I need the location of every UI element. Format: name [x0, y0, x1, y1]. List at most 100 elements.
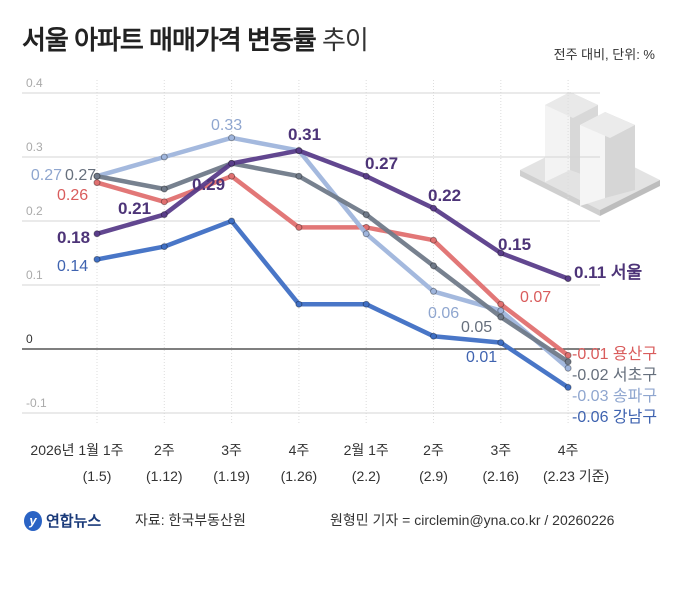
title-suffix: 추이 — [315, 25, 369, 55]
data-label: 0.21 — [118, 199, 151, 218]
data-label: 0.27 — [31, 167, 62, 184]
series-end-label: -0.06 강남구 — [572, 408, 657, 426]
data-point — [160, 198, 168, 206]
data-label: 0.26 — [57, 187, 88, 204]
yonhap-logo: y 연합뉴스 — [24, 510, 101, 531]
data-label: 0.14 — [57, 258, 88, 275]
data-point — [564, 358, 572, 366]
x-tick-date: (1.12) — [146, 468, 183, 484]
data-label: 0.01 — [466, 349, 497, 366]
data-point — [160, 243, 168, 251]
data-point — [362, 230, 370, 238]
x-axis: 2026년 1월 1주 (1.5) 2주 (1.12) 3주 (1.19) 4주 (1.26)… — [30, 442, 609, 484]
data-point — [430, 332, 437, 340]
data-point — [497, 313, 505, 321]
x-tick-label: 2주 — [154, 442, 175, 458]
y-tick-label: 0.4 — [26, 76, 43, 90]
chart-title: 서울 아파트 매매가격 변동률 추이 — [22, 20, 369, 57]
data-label: 0.29 — [192, 175, 225, 194]
series-end-label: -0.01 용산구 — [572, 345, 657, 363]
series-서울 — [93, 147, 572, 283]
x-tick-label: 3주 — [221, 442, 242, 458]
data-point — [564, 383, 572, 391]
data-label: 0.27 — [365, 154, 398, 173]
data-point — [93, 179, 101, 187]
series-line — [96, 148, 569, 281]
x-tick-label: 2월 1주 — [344, 442, 389, 458]
data-point — [497, 249, 505, 257]
building-illustration — [520, 92, 660, 216]
data-point — [564, 364, 572, 372]
series-강남구 — [93, 217, 572, 391]
data-label: 0.22 — [428, 186, 461, 205]
x-tick-date: (2.9) — [419, 468, 448, 484]
series-layer — [93, 134, 572, 391]
series-end-label: -0.02 서초구 — [572, 366, 657, 384]
data-point — [430, 236, 437, 244]
x-tick-date: (2.16) — [483, 468, 520, 484]
series-line — [96, 218, 570, 390]
data-point — [228, 159, 236, 167]
data-point — [497, 307, 505, 315]
data-label: 0.05 — [461, 319, 492, 336]
x-tick-date: (1.5) — [83, 468, 112, 484]
series-end-label: -0.03 송파구 — [572, 387, 657, 405]
data-point — [160, 153, 168, 161]
data-point — [430, 204, 437, 212]
series-line — [96, 173, 570, 358]
data-point — [228, 134, 236, 142]
series-line — [96, 161, 570, 364]
x-tick-date: (1.19) — [213, 468, 250, 484]
data-point — [430, 287, 437, 295]
data-point — [228, 172, 236, 180]
source-note: 자료: 한국부동산원 — [135, 512, 246, 528]
data-point — [93, 255, 101, 263]
x-tick-date: (1.26) — [281, 468, 318, 484]
unit-note: 전주 대비, 단위: % — [553, 47, 655, 62]
data-point — [295, 172, 303, 180]
data-label: 0.27 — [65, 167, 96, 184]
data-point — [160, 185, 168, 193]
logo-mark-icon: y — [24, 510, 42, 531]
x-tick-date: (2.2) — [352, 468, 381, 484]
x-tick-label: 4주 — [289, 442, 310, 458]
data-point — [93, 230, 101, 238]
data-label: 0.31 — [288, 125, 321, 144]
data-label: 0.06 — [428, 305, 459, 322]
data-point — [497, 339, 505, 347]
data-label: 0.15 — [498, 235, 531, 254]
x-tick-label: 2주 — [423, 442, 444, 458]
series-end-label: 0.11 서울 — [574, 263, 643, 282]
data-point — [295, 223, 303, 231]
y-tick-label: -0.1 — [26, 396, 47, 410]
y-tick-label: 0.2 — [26, 204, 43, 218]
data-point — [362, 211, 370, 219]
data-point — [497, 300, 505, 308]
logo-text: 연합뉴스 — [46, 513, 102, 530]
series-용산구 — [93, 172, 572, 359]
data-label: 0.07 — [520, 289, 551, 306]
y-tick-label: 0 — [26, 332, 33, 346]
title-main: 서울 아파트 매매가격 변동률 — [22, 25, 317, 55]
data-point — [160, 211, 168, 219]
data-point — [362, 300, 370, 308]
data-point — [362, 172, 370, 180]
data-point — [228, 217, 236, 225]
data-point — [295, 147, 303, 155]
data-label: 0.33 — [211, 117, 242, 134]
x-tick-label: 4주 — [558, 442, 579, 458]
data-point — [93, 172, 101, 180]
x-tick-date: (2.23 기준) — [543, 468, 609, 484]
data-point — [295, 300, 303, 308]
x-tick-label: 2026년 1월 1주 — [30, 442, 123, 458]
data-label: 0.18 — [57, 228, 90, 247]
x-tick-label: 3주 — [490, 442, 511, 458]
data-point — [430, 262, 437, 270]
y-tick-label: 0.1 — [26, 268, 43, 282]
data-point — [564, 351, 572, 359]
y-tick-label: 0.3 — [26, 140, 43, 154]
credit-note: 원형민 기자 = circlemin@yna.co.kr / 20260226 — [330, 512, 615, 528]
data-point — [564, 275, 572, 283]
